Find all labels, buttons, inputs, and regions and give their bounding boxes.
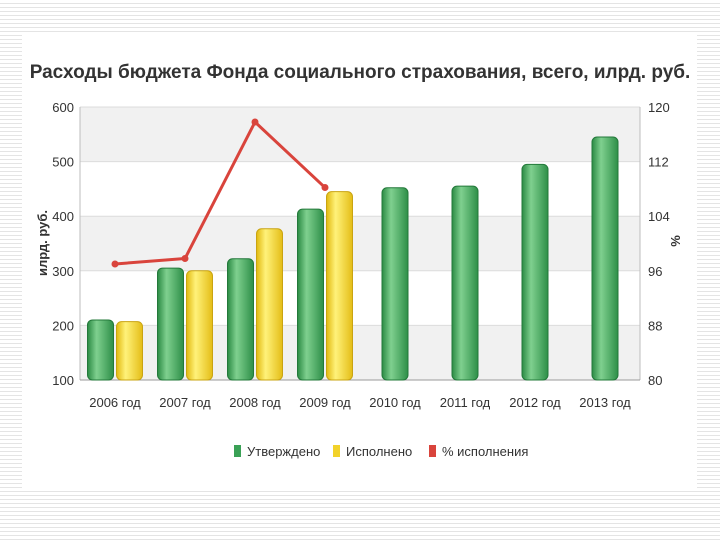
grid-band	[80, 107, 640, 162]
x-tick-label: 2012 год	[509, 395, 561, 410]
y2-tick-label: 120	[648, 100, 670, 115]
y-tick-label: 600	[52, 100, 74, 115]
chart-title: Расходы бюджета Фонда социального страхо…	[30, 62, 691, 83]
line-point	[251, 118, 259, 126]
x-tick-label: 2006 год	[89, 395, 141, 410]
plot-area: 100 200 300 400 500 600 80 88 96 104 112 120 2006 го…	[52, 100, 669, 410]
bar-approved	[521, 163, 549, 381]
bar-approved	[297, 208, 324, 381]
bar-executed	[116, 321, 143, 381]
bar-approved	[591, 136, 619, 381]
x-tick-label: 2010 год	[369, 395, 421, 410]
bar-executed	[326, 191, 353, 381]
y2-tick-label: 96	[648, 264, 662, 279]
legend-label: Утверждено	[247, 444, 320, 459]
y-tick-label: 400	[52, 209, 74, 224]
y-axis-label: илрд. руб.	[35, 210, 50, 276]
y2-tick-label: 112	[648, 155, 669, 170]
legend-swatch	[234, 445, 241, 457]
legend-swatch	[429, 445, 436, 457]
y-tick-label: 200	[52, 318, 74, 333]
legend-label: % исполнения	[442, 444, 528, 459]
y2-tick-label: 104	[648, 209, 670, 224]
line-point	[321, 184, 329, 192]
y2-tick-label: 80	[648, 373, 662, 388]
y2-axis-label: %	[668, 235, 683, 247]
x-tick-label: 2008 год	[229, 395, 281, 410]
grid-band	[80, 161, 640, 217]
bar-approved	[381, 187, 409, 381]
x-tick-label: 2011 год	[440, 395, 491, 410]
bar-approved	[157, 267, 184, 381]
y-tick-label: 300	[52, 264, 74, 279]
grid-band	[80, 216, 640, 271]
legend-swatch	[333, 445, 340, 457]
bar-executed	[256, 228, 283, 381]
bar-approved	[227, 258, 254, 381]
bar-approved	[451, 185, 479, 381]
bar-executed	[186, 270, 213, 381]
line-point	[111, 260, 119, 268]
bar-approved	[87, 319, 114, 381]
legend-label: Исполнено	[346, 444, 412, 459]
line-series-percent	[114, 120, 327, 266]
x-tick-label: 2013 год	[579, 395, 631, 410]
x-tick-label: 2007 год	[159, 395, 211, 410]
y-tick-label: 500	[52, 155, 74, 170]
line-point	[181, 255, 189, 263]
legend: Утверждено Исполнено % исполнения	[234, 444, 528, 459]
y2-tick-label: 88	[648, 318, 662, 333]
x-tick-label: 2009 год	[299, 395, 351, 410]
y-tick-label: 100	[52, 373, 74, 388]
